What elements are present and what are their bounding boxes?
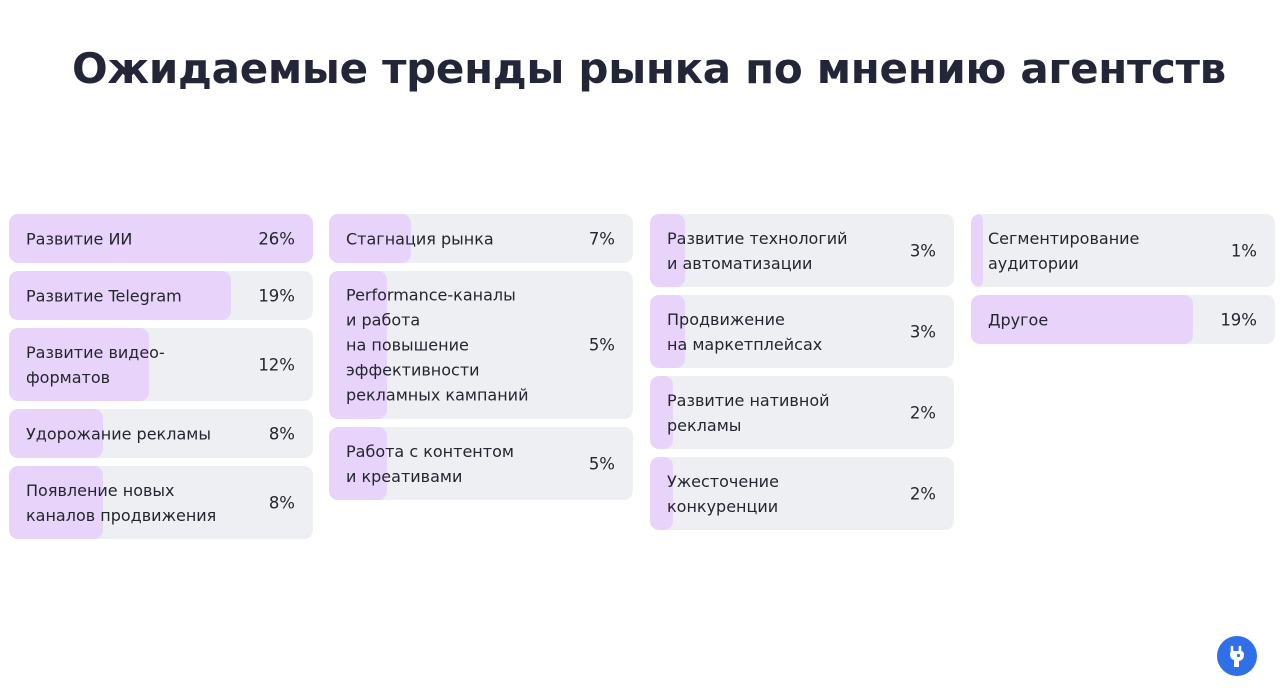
trend-label: Удорожание рекламы bbox=[26, 424, 211, 443]
trend-bar bbox=[9, 466, 103, 539]
trend-label: Performance-каналы и работа на повышение эф… bbox=[346, 285, 529, 405]
bar-column-4: Сегментирование аудитории 1% Другое 19% bbox=[971, 214, 1275, 352]
trend-label: Ужесточение конкуренции bbox=[667, 471, 779, 516]
trend-value: 7% bbox=[588, 229, 615, 248]
trend-bar bbox=[329, 271, 387, 419]
trend-value: 5% bbox=[588, 454, 615, 473]
trend-bar bbox=[650, 295, 685, 368]
trend-card: Performance-каналы и работа на повышение эф… bbox=[329, 271, 633, 419]
bar-column-3: Развитие технологий и автоматизации 3% Прод… bbox=[650, 214, 954, 538]
trend-value: 1% bbox=[1230, 241, 1257, 260]
trend-bar bbox=[650, 376, 673, 449]
trend-bar bbox=[650, 214, 685, 287]
trend-card: Появление новых каналов продвижения 8% bbox=[9, 466, 313, 539]
trend-bar bbox=[9, 271, 231, 320]
trend-bar bbox=[329, 214, 411, 263]
trend-card: Развитие видео-форматов 12% bbox=[9, 328, 313, 401]
trend-label: Сегментирование аудитории bbox=[988, 228, 1140, 273]
trend-card: Ужесточение конкуренции 2% bbox=[650, 457, 954, 530]
trend-value: 3% bbox=[909, 241, 936, 260]
trend-label: Развитие технологий и автоматизации bbox=[667, 228, 848, 273]
trend-value: 2% bbox=[909, 484, 936, 503]
trend-label: Стагнация рынка bbox=[346, 229, 494, 248]
trend-label: Развитие ИИ bbox=[26, 229, 133, 248]
trend-card: Стагнация рынка 7% bbox=[329, 214, 633, 263]
trend-value: 3% bbox=[909, 322, 936, 341]
trend-bar bbox=[971, 214, 983, 287]
trend-value: 19% bbox=[258, 286, 295, 305]
trend-bar bbox=[9, 328, 149, 401]
trend-value: 19% bbox=[1220, 310, 1257, 329]
trend-label: Развитие нативной рекламы bbox=[667, 390, 830, 435]
trend-card: Развитие Telegram 19% bbox=[9, 271, 313, 320]
trend-label: Появление новых каналов продвижения bbox=[26, 480, 217, 525]
trend-value: 5% bbox=[588, 335, 615, 355]
trend-value: 8% bbox=[268, 493, 295, 512]
trend-label: Работа с контентом и креативами bbox=[346, 441, 514, 486]
trend-bar bbox=[9, 214, 313, 263]
trend-value: 12% bbox=[258, 355, 295, 374]
trend-value: 2% bbox=[909, 403, 936, 422]
trend-card: Работа с контентом и креативами 5% bbox=[329, 427, 633, 500]
trend-value: 8% bbox=[268, 424, 295, 443]
trend-value: 26% bbox=[258, 229, 295, 248]
trend-card: Развитие нативной рекламы 2% bbox=[650, 376, 954, 449]
trend-bar bbox=[650, 457, 673, 530]
trend-bar bbox=[9, 409, 103, 458]
trend-label: Другое bbox=[988, 310, 1049, 329]
trend-card: Удорожание рекламы 8% bbox=[9, 409, 313, 458]
brand-logo-icon bbox=[1217, 636, 1257, 676]
trend-bar bbox=[329, 427, 387, 500]
trend-bar bbox=[971, 295, 1193, 344]
trend-label: Продвижение на маркетплейсах bbox=[667, 309, 823, 354]
trend-card: Развитие ИИ 26% bbox=[9, 214, 313, 263]
bar-column-2: Стагнация рынка 7% Performance-каналы и раб… bbox=[329, 214, 633, 508]
bar-column-1: Развитие ИИ 26% Развитие Telegram 19% Развит… bbox=[9, 214, 313, 547]
trend-card: Развитие технологий и автоматизации 3% bbox=[650, 214, 954, 287]
trend-label: Развитие Telegram bbox=[26, 286, 182, 305]
trend-card: Другое 19% bbox=[971, 295, 1275, 344]
trend-card: Сегментирование аудитории 1% bbox=[971, 214, 1275, 287]
trend-card: Продвижение на маркетплейсах 3% bbox=[650, 295, 954, 368]
trend-label: Развитие видео-форматов bbox=[26, 342, 165, 387]
page-title: Ожидаемые тренды рынка по мнению агентст… bbox=[72, 44, 1226, 93]
